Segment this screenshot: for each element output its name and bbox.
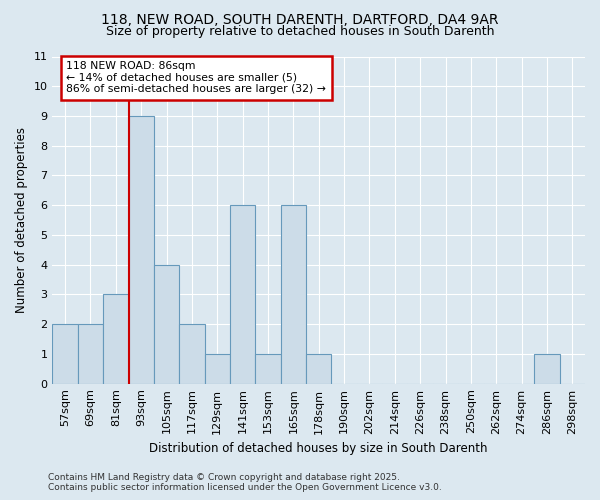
Text: 118, NEW ROAD, SOUTH DARENTH, DARTFORD, DA4 9AR: 118, NEW ROAD, SOUTH DARENTH, DARTFORD, …	[101, 12, 499, 26]
Bar	[230, 205, 256, 384]
Bar	[281, 205, 306, 384]
Bar	[78, 324, 103, 384]
Bar	[154, 264, 179, 384]
Bar	[179, 324, 205, 384]
Y-axis label: Number of detached properties: Number of detached properties	[15, 127, 28, 313]
Bar	[52, 324, 78, 384]
Bar	[103, 294, 128, 384]
Text: 118 NEW ROAD: 86sqm
← 14% of detached houses are smaller (5)
86% of semi-detache: 118 NEW ROAD: 86sqm ← 14% of detached ho…	[67, 61, 326, 94]
Text: Size of property relative to detached houses in South Darenth: Size of property relative to detached ho…	[106, 25, 494, 38]
Bar	[128, 116, 154, 384]
Text: Contains HM Land Registry data © Crown copyright and database right 2025.
Contai: Contains HM Land Registry data © Crown c…	[48, 473, 442, 492]
Bar	[534, 354, 560, 384]
Bar	[306, 354, 331, 384]
Bar	[205, 354, 230, 384]
X-axis label: Distribution of detached houses by size in South Darenth: Distribution of detached houses by size …	[149, 442, 488, 455]
Bar	[256, 354, 281, 384]
